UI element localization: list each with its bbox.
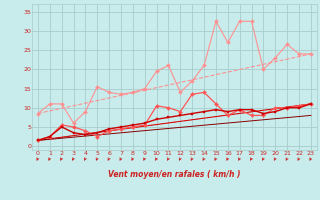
X-axis label: Vent moyen/en rafales ( km/h ): Vent moyen/en rafales ( km/h ) [108, 170, 241, 179]
